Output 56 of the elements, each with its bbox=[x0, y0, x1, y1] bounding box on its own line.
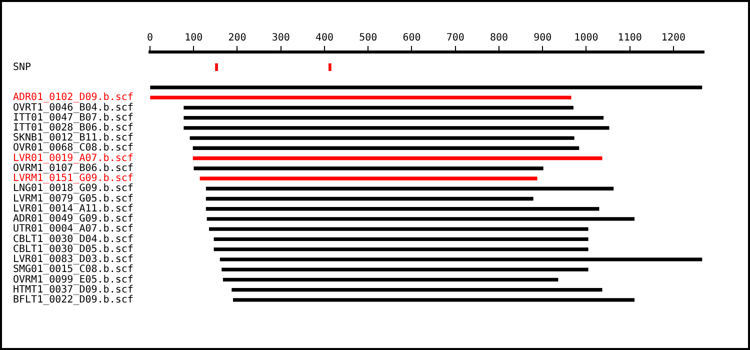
y-tick-label: OVRM1_0107_B06.b.scf bbox=[13, 162, 134, 174]
y-tick-label: CBLT1_0030_D04.b.scf bbox=[13, 234, 134, 245]
y-tick-label: HTMT1_0037_D09.b.scf bbox=[13, 284, 134, 296]
bar bbox=[222, 268, 588, 272]
bar bbox=[184, 116, 604, 120]
bar bbox=[232, 288, 602, 292]
x-tick-label: 1200 bbox=[661, 32, 686, 44]
x-tick-label: 900 bbox=[534, 32, 552, 44]
bar bbox=[206, 196, 534, 201]
y-tick-label: ADR01_0049_G09.b.scf bbox=[13, 214, 134, 225]
bar bbox=[232, 298, 635, 302]
x-tick-label: 600 bbox=[402, 32, 421, 44]
y-tick-label: OVR01_0068_C08.b.scf bbox=[13, 142, 134, 154]
bar bbox=[184, 126, 610, 130]
y-tick-label: LNG01_0018_G09.b.scf bbox=[13, 183, 134, 194]
y-tick-label: ITT01_0047_B07.b.scf bbox=[13, 112, 134, 124]
bar bbox=[190, 136, 574, 140]
y-tick-label: LVR01_0019_A07.b.scf bbox=[13, 152, 134, 164]
bar bbox=[328, 63, 332, 72]
y-tick-label: BFLT1_0022_D09.b.scf bbox=[13, 294, 134, 306]
y-tick-label: LVRM1_0079_G05.b.scf bbox=[13, 193, 134, 204]
y-tick-label: LVR01_0083_D03.b.scf bbox=[13, 254, 134, 266]
y-tick-label: OVRT1_0046_B04.b.scf bbox=[13, 102, 134, 114]
x-tick-label: 200 bbox=[228, 32, 246, 44]
y-tick-label: ADR01_0102_D09.b.scf bbox=[13, 92, 134, 104]
x-tick-label: 300 bbox=[272, 32, 290, 44]
bar bbox=[214, 237, 588, 242]
bar bbox=[206, 207, 600, 211]
bar bbox=[184, 106, 574, 110]
x-tick-label: 800 bbox=[490, 32, 508, 44]
x-tick-label: 500 bbox=[359, 32, 378, 44]
bar bbox=[206, 186, 614, 190]
x-tick-label: 400 bbox=[315, 32, 334, 44]
x-tick-label: 1000 bbox=[574, 32, 598, 44]
y-tick-label: ITT01_0028_B06.b.scf bbox=[13, 122, 134, 134]
bar bbox=[150, 86, 702, 90]
bar bbox=[222, 278, 558, 282]
y-tick-label: SKNB1_0012_B11.b.scf bbox=[13, 132, 134, 144]
y-tick-label: OVRM1_0099_E05.b.scf bbox=[13, 274, 134, 286]
bar bbox=[208, 227, 588, 231]
x-tick-label: 700 bbox=[446, 32, 464, 44]
x-tick-label: 0 bbox=[146, 32, 154, 44]
y-tick-label: SMG01_0015_C08.b.scf bbox=[13, 264, 134, 276]
y-tick-label: SNP bbox=[13, 62, 32, 73]
y-tick-label: UTR01_0004_A07.b.scf bbox=[13, 224, 134, 235]
y-tick-label: LVRM1_0151_G09.b.scf bbox=[13, 173, 134, 184]
x-tick-label: 100 bbox=[184, 32, 203, 44]
y-tick-label: LVR01_0014_A11.b.scf bbox=[13, 203, 134, 214]
bar bbox=[215, 63, 218, 72]
bar bbox=[206, 217, 635, 221]
bar bbox=[194, 166, 544, 170]
bar bbox=[192, 146, 580, 150]
x-tick-label: 1100 bbox=[618, 32, 642, 44]
bar bbox=[220, 258, 702, 262]
y-tick-label: CBLT1_0030_D05.b.scf bbox=[13, 244, 134, 255]
bar bbox=[214, 248, 588, 252]
